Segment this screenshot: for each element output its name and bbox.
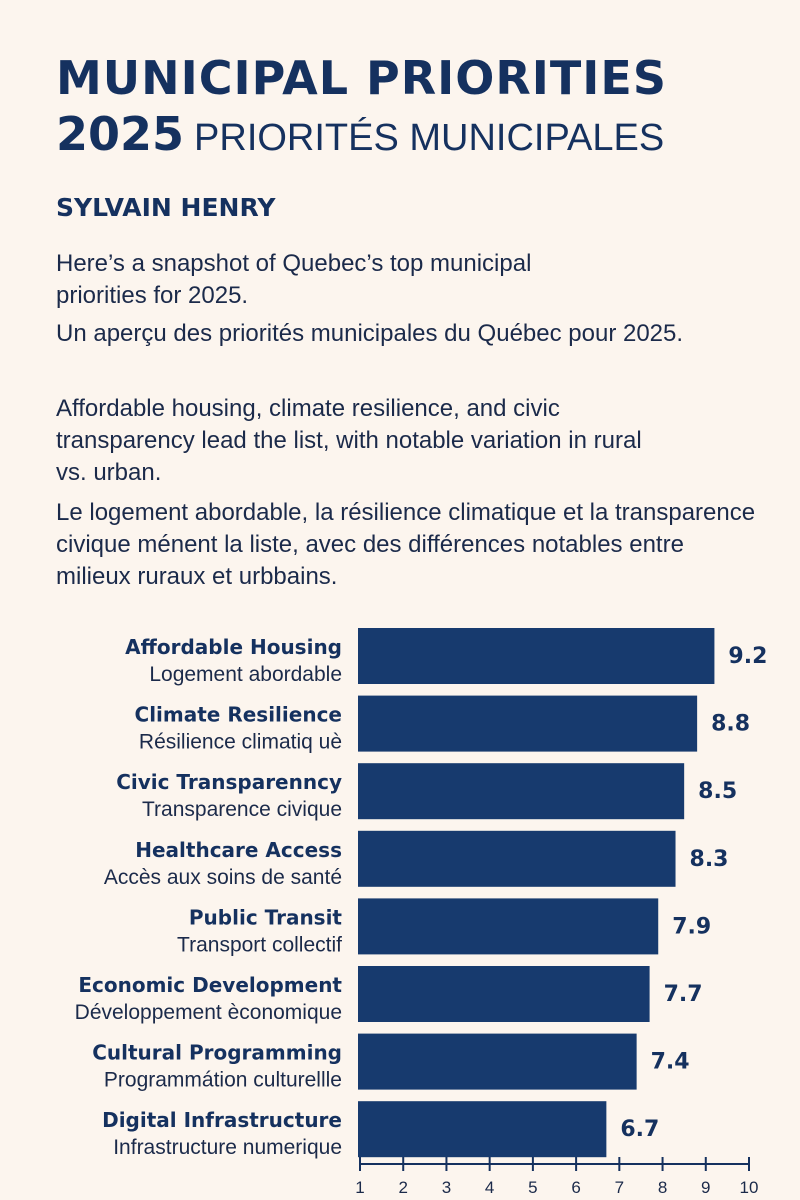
bar-2 — [358, 695, 698, 752]
bar-chart: 9.2 Affordable Housing Logement abordable 8… — [75, 628, 767, 1197]
value-label: 8.3 — [690, 847, 729, 872]
category-label: Affordable Housing — [125, 635, 342, 659]
value-label: 7.7 — [664, 982, 703, 1007]
intro-paragraph-fr-1: Un aperçu des priorités municipales du Q… — [56, 320, 684, 347]
bar-5 — [358, 898, 659, 955]
chart-title-year: 2025 — [56, 107, 185, 161]
category-label-fr: Transparence civique — [142, 798, 342, 821]
category-label-fr: Infrastructure numerique — [113, 1136, 342, 1159]
category-label: Climate Resilience — [135, 703, 342, 727]
x-tick-label: 2 — [398, 1178, 407, 1197]
x-tick-label: 8 — [658, 1178, 667, 1197]
bar-3 — [358, 763, 685, 820]
x-tick-label: 7 — [615, 1178, 624, 1197]
category-label: Civic Transparenncy — [116, 770, 342, 794]
category-label-fr: Résilience climatiq uè — [139, 731, 342, 754]
value-label: 7.4 — [651, 1050, 690, 1075]
value-label: 8.5 — [698, 779, 737, 804]
category-label-fr: Programmátion culturellle — [104, 1069, 342, 1092]
value-label: 7.9 — [672, 914, 711, 939]
category-label: Public Transit — [189, 905, 343, 929]
x-tick-label: 1 — [355, 1178, 364, 1197]
intro-paragraph-en-1: Here’s a snapshot of Quebec’s top munici… — [56, 250, 532, 309]
chart-title-line2: 2025 PRIORITÉS MUNICIPALES — [56, 108, 664, 164]
category-label-fr: Accès aux soins de santé — [104, 866, 342, 889]
chart-title-french: PRIORITÉS MUNICIPALES — [194, 117, 665, 159]
value-label: 8.8 — [711, 712, 750, 737]
category-label-fr: Développement èconomique — [75, 1001, 342, 1024]
x-tick-label: 9 — [701, 1178, 710, 1197]
category-label-fr: Transport collectif — [177, 933, 342, 956]
x-tick-label: 5 — [528, 1178, 537, 1197]
x-tick-label: 10 — [740, 1178, 759, 1197]
bar-8 — [358, 1101, 607, 1158]
x-tick-label: 4 — [485, 1178, 494, 1197]
bar-4 — [358, 830, 676, 887]
x-tick-label: 3 — [442, 1178, 451, 1197]
intro-paragraph-en-2: Affordable housing, climate resilience, … — [56, 395, 642, 486]
chart-title: MUNICIPAL PRIORITIES — [56, 51, 667, 105]
category-label-fr: Logement abordable — [149, 663, 342, 686]
value-label: 9.2 — [728, 644, 767, 669]
bar-6 — [358, 966, 650, 1022]
category-label: Healthcare Access — [135, 838, 342, 862]
bar-1 — [358, 628, 715, 684]
bar-7 — [358, 1033, 637, 1090]
category-label: Economic Development — [78, 973, 342, 997]
author-name: SYLVAIN HENRY — [56, 193, 276, 222]
intro-paragraph-fr-2: Le logement abordable, la résilience cli… — [56, 499, 756, 590]
x-tick-label: 6 — [571, 1178, 580, 1197]
value-label: 6.7 — [620, 1117, 659, 1142]
category-label: Digital Infrastructure — [102, 1108, 342, 1132]
category-label: Cultural Programming — [92, 1041, 342, 1065]
